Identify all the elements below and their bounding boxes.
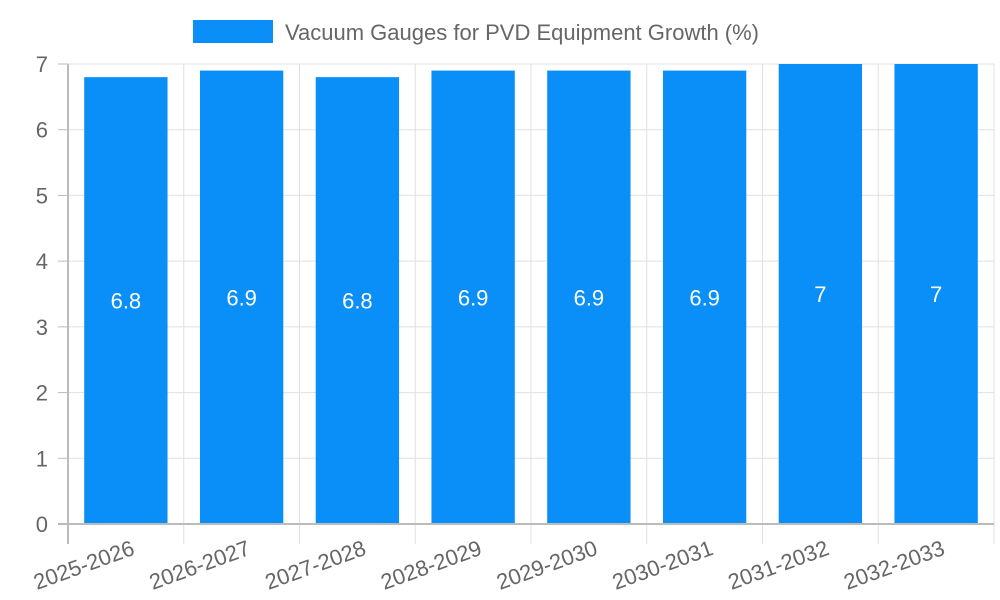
x-tick-label: 2028-2029 (377, 535, 484, 594)
y-tick-label: 3 (36, 315, 48, 340)
data-label: 6.9 (574, 285, 605, 310)
x-tick-label: 2029-2030 (493, 535, 600, 594)
bar (431, 70, 515, 525)
x-tick-label: 2030-2031 (609, 535, 716, 594)
data-label: 6.9 (689, 285, 720, 310)
data-label: 7 (814, 282, 826, 307)
y-tick-label: 2 (36, 381, 48, 406)
bar (315, 77, 400, 525)
bar (778, 64, 863, 524)
legend-label: Vacuum Gauges for PVD Equipment Growth (… (285, 20, 759, 45)
bar (199, 70, 284, 525)
bar (662, 70, 747, 525)
y-tick-label: 6 (36, 118, 48, 143)
x-tick-label: 2025-2026 (30, 535, 137, 594)
legend-swatch (193, 20, 273, 43)
y-tick-label: 1 (36, 446, 48, 471)
data-label: 6.9 (458, 285, 489, 310)
y-tick-label: 0 (36, 512, 48, 537)
bars: 6.8 6.9 6.8 6.9 6.9 6.9 7 7 (84, 64, 978, 525)
y-tick-label: 4 (36, 249, 48, 274)
data-label: 6.9 (226, 285, 257, 310)
y-tick-label: 5 (36, 183, 48, 208)
data-label: 7 (930, 282, 942, 307)
bar (894, 64, 978, 524)
x-tick-label: 2027-2028 (262, 535, 369, 594)
legend[interactable]: Vacuum Gauges for PVD Equipment Growth (… (193, 20, 759, 45)
bar (547, 70, 631, 525)
y-tick-label: 7 (36, 52, 48, 77)
data-label: 6.8 (111, 289, 142, 314)
data-label: 6.8 (342, 289, 373, 314)
bar (84, 77, 168, 525)
x-tick-label: 2031-2032 (725, 535, 832, 594)
x-tick-label: 2026-2027 (146, 535, 253, 594)
x-tick-label: 2032-2033 (840, 535, 947, 594)
